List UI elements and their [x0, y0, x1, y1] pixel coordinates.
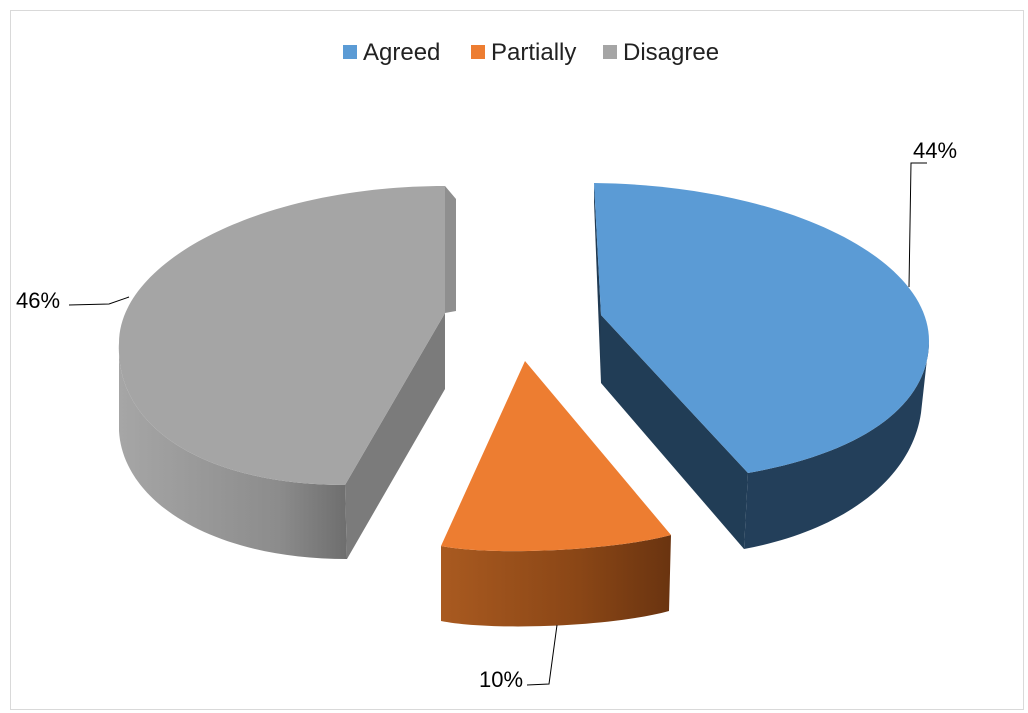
chart-frame: Agreed Partially Disagree — [10, 10, 1024, 710]
slice-back-disagree — [445, 186, 456, 313]
slice-back-agreed — [594, 183, 601, 383]
leader-line-partially — [526, 624, 558, 686]
leader-line-agreed — [908, 162, 927, 288]
slice-side-agreed — [744, 341, 929, 549]
legend-label-partially: Partially — [491, 39, 576, 66]
slice-top-agreed — [594, 183, 929, 473]
slice-top-disagree — [118, 186, 445, 485]
slice-front-agreed — [601, 315, 748, 549]
data-label-partially: 10% — [479, 667, 523, 692]
slice-side-disagree — [118, 343, 347, 559]
pie-slice-disagree — [118, 186, 456, 559]
legend-item-agreed: Agreed — [343, 39, 440, 66]
legend-swatch-agreed — [343, 45, 357, 59]
legend-label-disagree: Disagree — [623, 39, 719, 66]
legend-swatch-partially — [471, 45, 485, 59]
slice-front-disagree — [345, 313, 445, 559]
data-label-disagree: 46% — [16, 288, 60, 313]
legend-item-partially: Partially — [471, 39, 576, 66]
legend: Agreed Partially Disagree — [343, 39, 719, 66]
legend-item-disagree: Disagree — [603, 39, 719, 66]
pie-slice-agreed — [594, 183, 929, 549]
legend-label-agreed: Agreed — [363, 39, 440, 66]
pie-slice-partially — [441, 361, 671, 627]
pie-chart: Agreed Partially Disagree — [16, 39, 957, 692]
slice-side-partially — [441, 535, 671, 627]
data-label-agreed: 44% — [913, 138, 957, 163]
leader-line-disagree — [68, 296, 130, 306]
slice-top-partially — [441, 361, 671, 552]
legend-swatch-disagree — [603, 45, 617, 59]
